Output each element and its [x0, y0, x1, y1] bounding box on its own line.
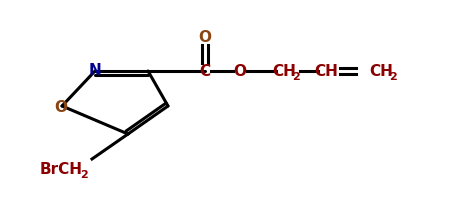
- Text: 2: 2: [80, 169, 88, 179]
- Text: O: O: [198, 30, 212, 45]
- Text: 2: 2: [292, 72, 300, 82]
- Text: CH: CH: [369, 64, 393, 79]
- Text: O: O: [234, 64, 246, 79]
- Text: CH: CH: [314, 64, 338, 79]
- Text: N: N: [89, 63, 101, 78]
- Text: CH: CH: [272, 64, 296, 79]
- Text: O: O: [54, 100, 68, 115]
- Text: BrCH: BrCH: [40, 162, 83, 177]
- Text: 2: 2: [389, 72, 397, 82]
- Text: C: C: [199, 64, 211, 79]
